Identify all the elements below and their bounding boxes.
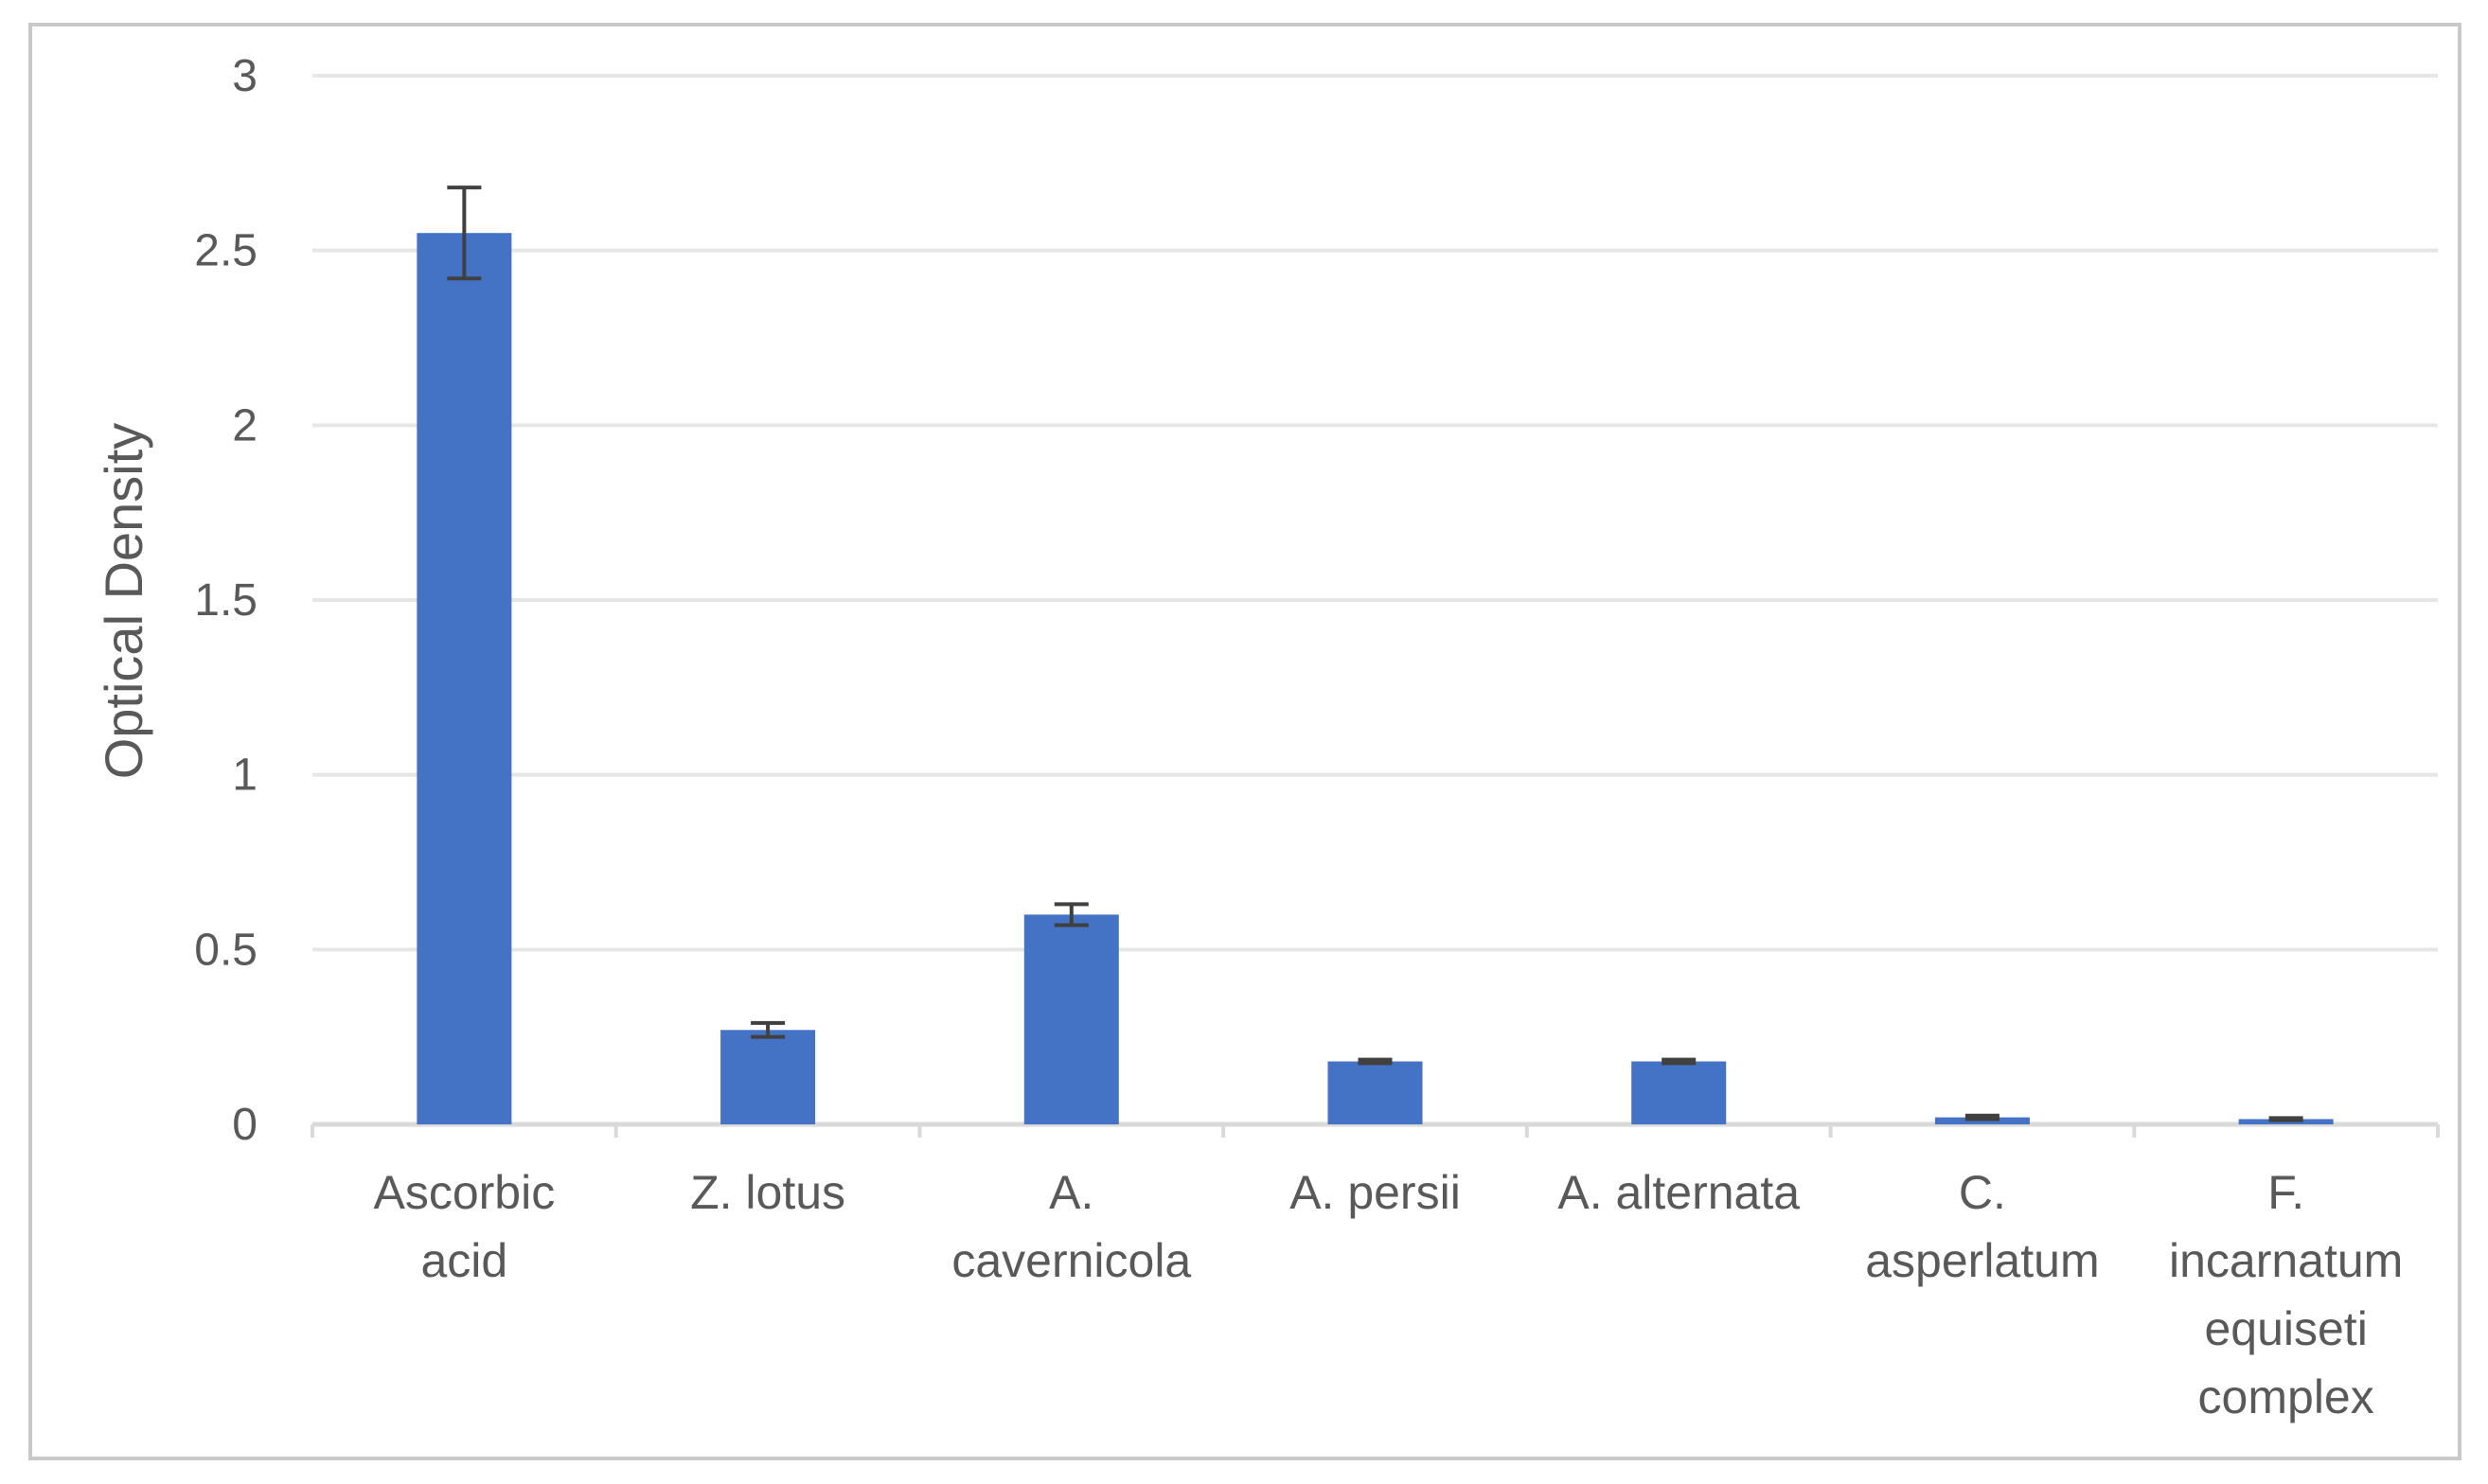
x-tick-label-line: Ascorbic	[373, 1166, 555, 1219]
y-tick-label: 0.5	[194, 925, 258, 975]
y-tick-label: 2	[232, 400, 258, 450]
bars	[417, 233, 2334, 1124]
error-bar	[1358, 1057, 1393, 1066]
x-tick-label: C. asperlatum	[1865, 1166, 2099, 1287]
x-axis-tick-labels: Ascorbic acid Z. lotus A. cavernicola A. pers…	[373, 1166, 2403, 1423]
x-tick-label-line: Z. lotus	[690, 1166, 845, 1219]
x-tick-label: F. incarnatum equiseti complex	[2169, 1166, 2403, 1423]
y-tick-label: 1	[232, 751, 258, 801]
y-tick-label: 3	[232, 51, 258, 101]
bar	[1631, 1061, 1727, 1124]
error-bar	[751, 1020, 786, 1039]
y-tick-label: 1.5	[194, 575, 258, 626]
error-bar	[2268, 1116, 2303, 1122]
x-tick-label: Z. lotus	[690, 1166, 845, 1219]
x-tick-label-line: complex	[2198, 1370, 2374, 1423]
bar	[720, 1030, 816, 1124]
gridlines	[312, 74, 2438, 952]
y-tick-label: 0	[232, 1100, 258, 1150]
x-tick-label-line: cavernicola	[951, 1234, 1191, 1287]
x-tick-label-line: asperlatum	[1865, 1234, 2099, 1287]
x-tick-label: A. cavernicola	[951, 1166, 1191, 1287]
error-bars	[447, 186, 2303, 1122]
x-tick-label: A. persii	[1289, 1166, 1461, 1219]
y-tick-label: 2.5	[194, 226, 258, 276]
error-bar	[1964, 1113, 1999, 1122]
bar	[1327, 1061, 1423, 1124]
x-tick-label-line: C.	[1959, 1166, 2006, 1219]
y-axis-title: Optical Density	[94, 423, 153, 780]
error-bar	[1054, 902, 1089, 928]
x-tick-label: A. alternata	[1557, 1166, 1800, 1219]
x-tick-label-line: F.	[2267, 1166, 2304, 1219]
x-tick-label-line: acid	[420, 1234, 507, 1287]
y-axis-tick-labels: 0 0.5 1 1.5 2 2.5 3	[194, 51, 258, 1150]
bar	[1023, 914, 1119, 1124]
x-tick-label-line: A. persii	[1289, 1166, 1461, 1219]
x-tick-label-line: A.	[1049, 1166, 1093, 1219]
error-bar	[1662, 1057, 1697, 1066]
x-tick-label-line: incarnatum	[2169, 1234, 2403, 1287]
x-tick-label-line: A. alternata	[1557, 1166, 1800, 1219]
x-tick-label: Ascorbic acid	[373, 1166, 555, 1287]
error-bar	[447, 186, 482, 281]
x-tick-label-line: equiseti	[2204, 1302, 2367, 1355]
bar	[417, 233, 512, 1124]
